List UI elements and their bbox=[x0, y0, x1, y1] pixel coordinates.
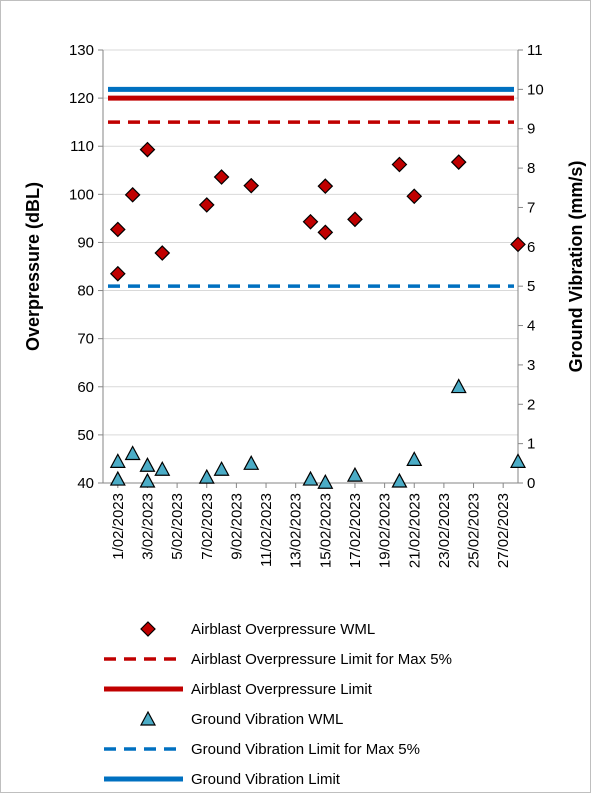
airblast-point bbox=[317, 178, 334, 195]
x-tick-label: 15/02/2023 bbox=[317, 493, 334, 568]
series-0-points bbox=[109, 141, 526, 282]
left-tick-label: 60 bbox=[77, 379, 94, 396]
y-left-axis-title: Overpressure (dBL) bbox=[23, 182, 43, 351]
airblast-point bbox=[243, 177, 260, 194]
right-tick-label: 3 bbox=[527, 357, 535, 374]
x-tick-label: 13/02/2023 bbox=[288, 493, 305, 568]
left-tick-label: 70 bbox=[77, 331, 94, 348]
left-tick-label: 100 bbox=[69, 186, 94, 203]
legend-label: Ground Vibration Limit for Max 5% bbox=[191, 741, 420, 758]
airblast-point bbox=[510, 236, 526, 253]
legend-label: Ground Vibration Limit bbox=[191, 771, 341, 788]
legend-item: Ground Vibration Limit for Max 5% bbox=[104, 741, 420, 758]
x-tick-label: 5/02/2023 bbox=[169, 493, 186, 560]
x-tick-label: 21/02/2023 bbox=[406, 493, 423, 568]
airblast-point bbox=[391, 156, 408, 173]
vibration-point bbox=[109, 470, 126, 486]
legend-item: Ground Vibration WML bbox=[139, 710, 343, 728]
airblast-point bbox=[154, 245, 171, 261]
series-3-points bbox=[109, 378, 527, 489]
airblast-point bbox=[109, 265, 126, 282]
vibration-point bbox=[243, 455, 260, 470]
airblast-point bbox=[450, 154, 467, 170]
vibration-point bbox=[406, 451, 423, 466]
right-tick-label: 1 bbox=[527, 436, 535, 453]
legend-label: Airblast Overpressure Limit for Max 5% bbox=[191, 651, 452, 668]
x-tick-label: 3/02/2023 bbox=[139, 493, 156, 560]
vibration-point bbox=[124, 445, 141, 461]
legend-label: Airblast Overpressure WML bbox=[191, 621, 375, 638]
right-tick-label: 6 bbox=[527, 239, 535, 256]
legend-item: Airblast Overpressure WML bbox=[140, 621, 375, 638]
right-tick-label: 10 bbox=[527, 81, 544, 98]
left-tick-label: 40 bbox=[77, 475, 94, 492]
x-tick-label: 9/02/2023 bbox=[228, 493, 245, 560]
x-tick-label: 19/02/2023 bbox=[377, 493, 394, 568]
vibration-point bbox=[139, 472, 156, 488]
y-right-axis-title: Ground Vibration (mm/s) bbox=[566, 161, 586, 373]
left-tick-label: 80 bbox=[77, 283, 94, 300]
right-tick-label: 4 bbox=[527, 318, 535, 335]
right-tick-label: 11 bbox=[527, 42, 543, 59]
vibration-point bbox=[391, 472, 408, 488]
airblast-point bbox=[198, 197, 215, 213]
vibration-point bbox=[509, 453, 527, 468]
legend-triangle-symbol bbox=[139, 710, 157, 726]
vibration-point bbox=[213, 460, 230, 476]
vibration-point bbox=[317, 473, 334, 489]
x-tick-label: 27/02/2023 bbox=[495, 493, 512, 568]
airblast-point bbox=[406, 188, 423, 205]
right-tick-label: 0 bbox=[527, 475, 535, 492]
vibration-point bbox=[198, 468, 215, 484]
airblast-point bbox=[347, 211, 363, 228]
legend-item: Airblast Overpressure Limit for Max 5% bbox=[104, 651, 452, 668]
vibration-point bbox=[139, 457, 156, 472]
legend-item: Ground Vibration Limit bbox=[104, 771, 341, 788]
vibration-point bbox=[450, 378, 467, 394]
left-tick-label: 50 bbox=[77, 427, 94, 444]
vibration-point bbox=[109, 453, 126, 468]
x-tick-label: 23/02/2023 bbox=[436, 493, 453, 568]
airblast-point bbox=[213, 169, 230, 185]
airblast-point bbox=[109, 221, 126, 238]
legend-diamond-symbol bbox=[140, 621, 156, 637]
left-tick-label: 120 bbox=[69, 90, 94, 107]
left-tick-label: 130 bbox=[69, 42, 94, 59]
right-tick-label: 2 bbox=[527, 396, 535, 413]
x-tick-label: 1/02/2023 bbox=[110, 493, 127, 560]
airblast-point bbox=[124, 186, 141, 203]
x-tick-label: 17/02/2023 bbox=[347, 493, 364, 568]
legend-item: Airblast Overpressure Limit bbox=[104, 681, 373, 698]
airblast-point bbox=[139, 141, 156, 158]
right-tick-label: 9 bbox=[527, 121, 535, 138]
x-tick-label: 7/02/2023 bbox=[199, 493, 216, 560]
left-tick-label: 110 bbox=[70, 138, 94, 155]
vibration-point bbox=[302, 470, 319, 486]
left-tick-label: 90 bbox=[77, 234, 94, 251]
legend-label: Ground Vibration WML bbox=[191, 711, 343, 728]
vibration-point bbox=[154, 460, 171, 476]
x-tick-label: 11/02/2023 bbox=[258, 493, 275, 567]
right-tick-label: 5 bbox=[527, 278, 535, 295]
airblast-point bbox=[317, 224, 334, 241]
airblast-point bbox=[302, 213, 319, 230]
vibration-point bbox=[346, 466, 363, 482]
right-tick-label: 8 bbox=[527, 160, 535, 177]
right-tick-label: 7 bbox=[527, 199, 535, 216]
legend-label: Airblast Overpressure Limit bbox=[191, 681, 373, 698]
x-tick-label: 25/02/2023 bbox=[466, 493, 483, 568]
